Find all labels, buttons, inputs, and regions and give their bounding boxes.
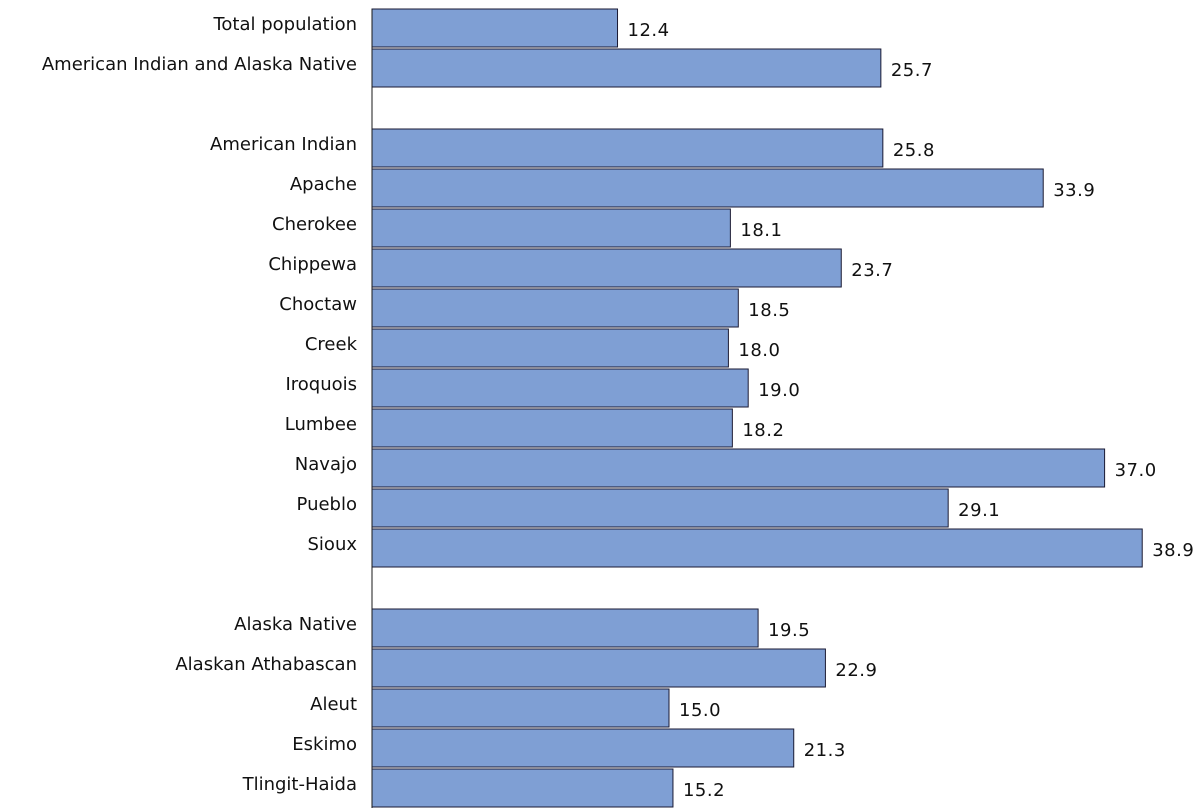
bar-alaska-native (371, 608, 759, 648)
bar-navajo (371, 448, 1106, 488)
bar-tlingit-haida (371, 768, 674, 808)
bar-sioux (371, 528, 1143, 568)
category-label-navajo: Navajo (295, 454, 357, 475)
value-label-american-indian: 25.8 (893, 140, 935, 161)
value-label-aleut: 15.0 (679, 700, 721, 721)
category-label-american-indian: American Indian (210, 134, 357, 155)
value-label-iroquois: 19.0 (758, 380, 800, 401)
bar-aleut (371, 688, 670, 728)
value-label-lumbee: 18.2 (742, 420, 784, 441)
bar-cherokee (371, 208, 731, 248)
category-label-apache: Apache (290, 174, 357, 195)
category-label-iroquois: Iroquois (285, 374, 357, 395)
bar-alaskan-athabascan (371, 648, 826, 688)
bars-layer (371, 8, 1143, 808)
bar-pueblo (371, 488, 949, 528)
category-label-alaskan-athabascan: Alaskan Athabascan (175, 654, 357, 675)
category-label-sioux: Sioux (308, 534, 358, 555)
value-label-tlingit-haida: 15.2 (683, 780, 725, 801)
value-label-american-indian-and-alaska-native: 25.7 (891, 60, 933, 81)
value-label-navajo: 37.0 (1115, 460, 1157, 481)
bar-iroquois (371, 368, 749, 408)
bar-eskimo (371, 728, 795, 768)
category-label-chippewa: Chippewa (268, 254, 357, 275)
bar-american-indian-and-alaska-native (371, 48, 882, 88)
value-label-chippewa: 23.7 (851, 260, 893, 281)
category-label-lumbee: Lumbee (285, 414, 357, 435)
category-label-creek: Creek (305, 334, 358, 355)
value-label-creek: 18.0 (738, 340, 780, 361)
category-label-cherokee: Cherokee (272, 214, 357, 235)
value-label-pueblo: 29.1 (958, 500, 1000, 521)
value-label-apache: 33.9 (1053, 180, 1095, 201)
bar-lumbee (371, 408, 733, 448)
value-label-choctaw: 18.5 (748, 300, 790, 321)
category-label-alaska-native: Alaska Native (234, 614, 357, 635)
value-label-sioux: 38.9 (1152, 540, 1194, 561)
value-label-total-population: 12.4 (628, 20, 670, 41)
bar-creek (371, 328, 729, 368)
category-label-eskimo: Eskimo (292, 734, 357, 755)
category-label-choctaw: Choctaw (279, 294, 357, 315)
value-label-eskimo: 21.3 (804, 740, 846, 761)
value-label-alaskan-athabascan: 22.9 (835, 660, 877, 681)
bar-american-indian (371, 128, 884, 168)
category-labels: Total population American Indian and Alas… (42, 14, 358, 795)
category-label-aleut: Aleut (310, 694, 357, 715)
category-label-american-indian-and-alaska-native: American Indian and Alaska Native (42, 54, 357, 75)
bar-chippewa (371, 248, 842, 288)
category-label-total-population: Total population (212, 14, 357, 35)
category-label-tlingit-haida: Tlingit-Haida (242, 774, 357, 795)
bar-total-population (371, 8, 619, 48)
bar-apache (371, 168, 1044, 208)
category-label-pueblo: Pueblo (297, 494, 357, 515)
value-label-cherokee: 18.1 (740, 220, 782, 241)
value-label-alaska-native: 19.5 (768, 620, 810, 641)
value-labels: 12.4 25.7 25.8 33.9 18.1 23.7 18.5 18.0 19.0 18.2… (628, 20, 1194, 801)
bar-choctaw (371, 288, 739, 328)
